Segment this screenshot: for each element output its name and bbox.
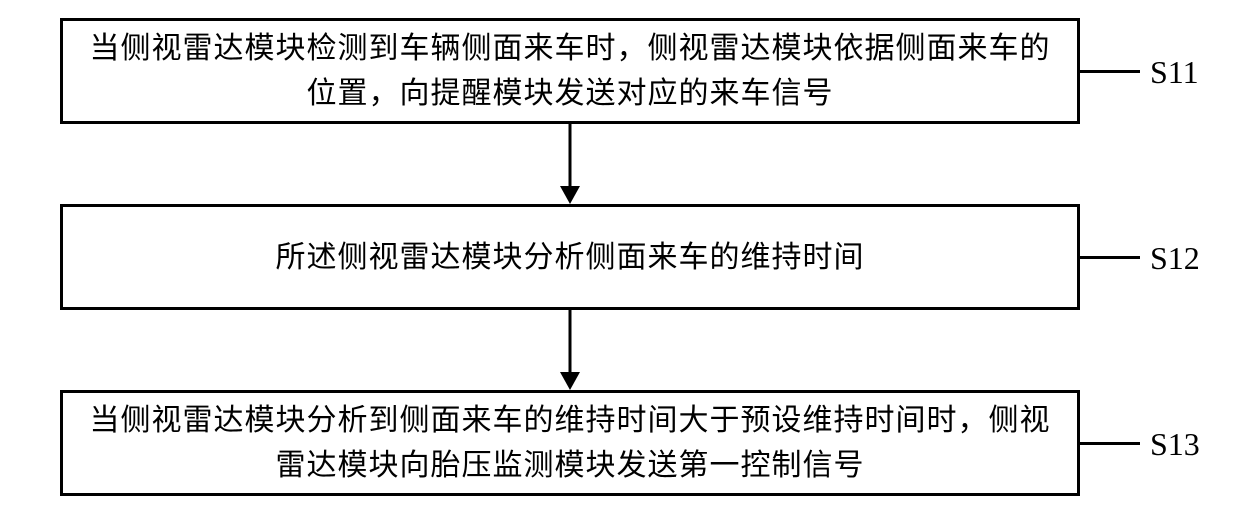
flow-step-s11: 当侧视雷达模块检测到车辆侧面来车时，侧视雷达模块依据侧面来车的位置，向提醒模块发… — [60, 18, 1080, 124]
flow-step-text: 当侧视雷达模块检测到车辆侧面来车时，侧视雷达模块依据侧面来车的位置，向提醒模块发… — [79, 26, 1061, 116]
label-connector — [1080, 442, 1140, 445]
label-connector — [1080, 256, 1140, 259]
flow-step-text: 所述侧视雷达模块分析侧面来车的维持时间 — [276, 235, 865, 280]
flow-step-text: 当侧视雷达模块分析到侧面来车的维持时间大于预设维持时间时，侧视雷达模块向胎压监测… — [79, 398, 1061, 488]
label-connector — [1080, 70, 1140, 73]
arrow-line — [569, 124, 572, 186]
arrow-line — [569, 310, 572, 372]
flow-step-s12: 所述侧视雷达模块分析侧面来车的维持时间 — [60, 204, 1080, 310]
flow-step-s13: 当侧视雷达模块分析到侧面来车的维持时间大于预设维持时间时，侧视雷达模块向胎压监测… — [60, 390, 1080, 496]
step-label-s13: S13 — [1150, 426, 1200, 463]
step-label-s11: S11 — [1150, 54, 1199, 91]
arrow-head-icon — [560, 186, 580, 204]
arrow-head-icon — [560, 372, 580, 390]
step-label-s12: S12 — [1150, 240, 1200, 277]
